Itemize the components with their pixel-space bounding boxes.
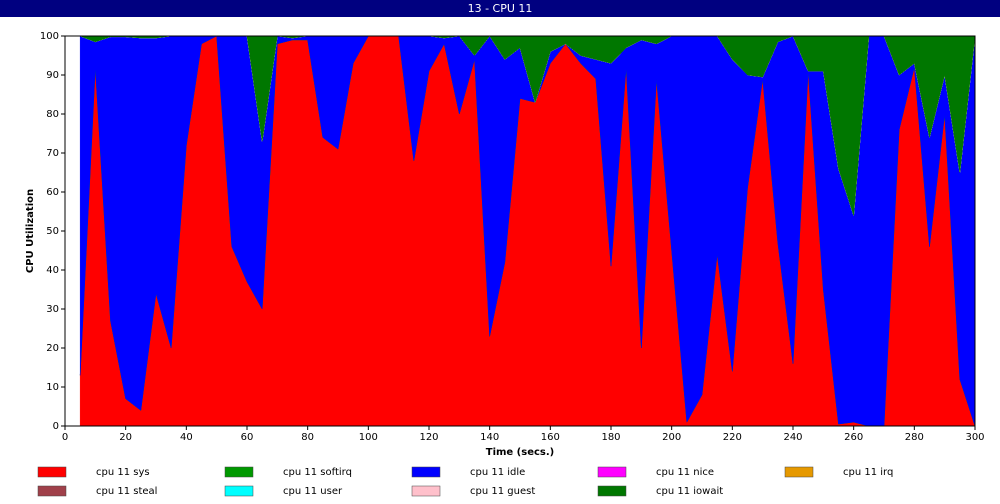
x-tick-label: 220 — [723, 432, 742, 443]
x-tick-label: 60 — [241, 432, 254, 443]
legend-swatch — [784, 466, 814, 478]
legend-label: cpu 11 sys — [96, 467, 150, 478]
x-tick-label: 200 — [662, 432, 681, 443]
legend-swatch — [597, 485, 627, 497]
x-tick-label: 180 — [601, 432, 620, 443]
y-tick-label: 50 — [46, 226, 59, 237]
x-tick-label: 300 — [965, 432, 984, 443]
x-tick-label: 160 — [541, 432, 560, 443]
legend-swatch — [224, 466, 254, 478]
y-tick-label: 70 — [46, 148, 59, 159]
legend-swatch — [411, 485, 441, 497]
chart-title: 13 - CPU 11 — [468, 2, 533, 15]
x-tick-label: 20 — [119, 432, 132, 443]
x-tick-label: 280 — [905, 432, 924, 443]
title-bar — [0, 0, 1000, 17]
x-tick-label: 0 — [62, 432, 68, 443]
legend-swatch — [597, 466, 627, 478]
y-tick-label: 30 — [46, 304, 59, 315]
legend-label: cpu 11 guest — [470, 486, 535, 497]
legend-label: cpu 11 softirq — [283, 467, 352, 478]
legend-label: cpu 11 idle — [470, 467, 525, 478]
legend-label: cpu 11 iowait — [656, 486, 723, 497]
x-axis-label: Time (secs.) — [486, 447, 555, 458]
legend-label: cpu 11 steal — [96, 486, 157, 497]
x-tick-label: 80 — [301, 432, 314, 443]
x-tick-label: 240 — [783, 432, 802, 443]
legend-swatch — [37, 485, 67, 497]
legend-swatch — [411, 466, 441, 478]
y-axis-label: CPU Utilization — [25, 189, 36, 273]
x-tick-label: 40 — [180, 432, 193, 443]
legend-swatch — [37, 466, 67, 478]
legend-label: cpu 11 user — [283, 486, 343, 497]
y-tick-label: 40 — [46, 265, 59, 276]
x-tick-label: 260 — [844, 432, 863, 443]
y-tick-label: 80 — [46, 109, 59, 120]
legend-label: cpu 11 nice — [656, 467, 714, 478]
y-tick-label: 60 — [46, 187, 59, 198]
y-tick-label: 90 — [46, 70, 59, 81]
y-tick-label: 100 — [40, 31, 59, 42]
x-tick-label: 140 — [480, 432, 499, 443]
y-tick-label: 20 — [46, 343, 59, 354]
y-tick-label: 10 — [46, 382, 59, 393]
x-tick-label: 120 — [419, 432, 438, 443]
x-tick-label: 100 — [359, 432, 378, 443]
legend-label: cpu 11 irq — [843, 467, 893, 478]
legend-swatch — [224, 485, 254, 497]
y-tick-label: 0 — [53, 421, 59, 432]
